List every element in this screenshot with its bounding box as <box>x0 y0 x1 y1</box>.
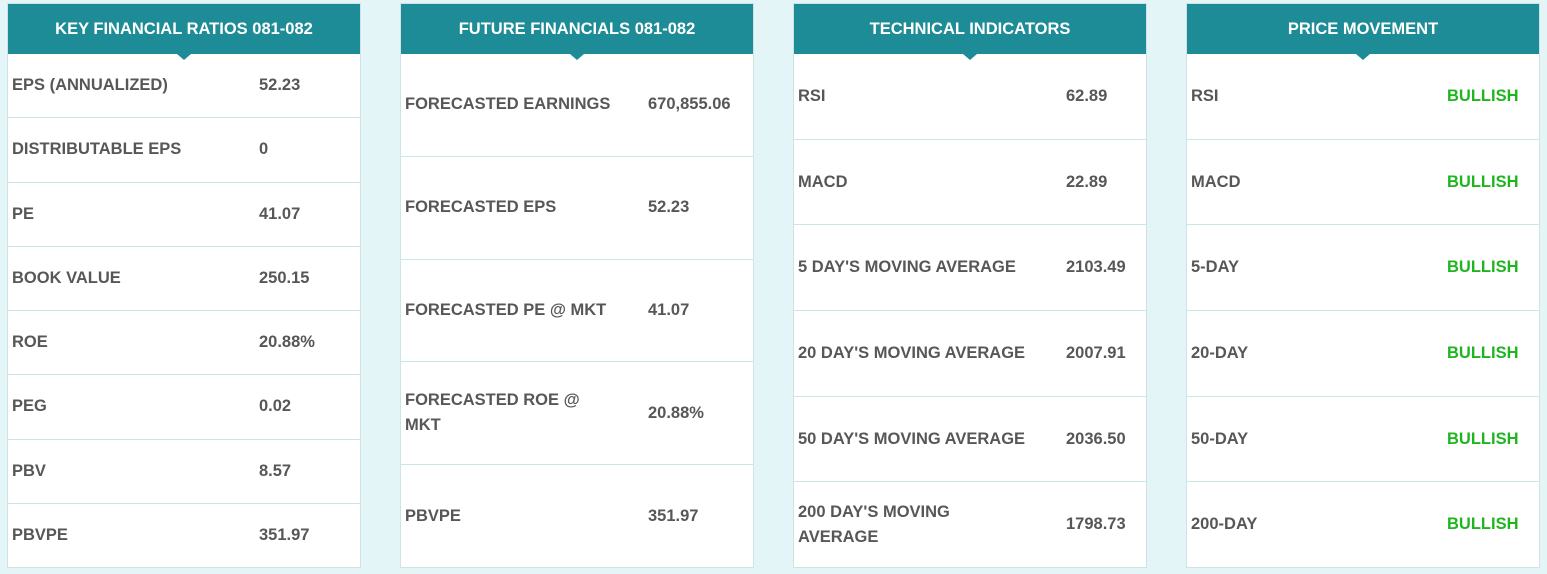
status-badge: BULLISH <box>1447 515 1519 534</box>
list-item: PEG 0.02 <box>8 374 360 438</box>
future-financials-panel: FUTURE FINANCIALS 081-082 FORECASTED EAR… <box>400 3 754 568</box>
row-label: BOOK VALUE <box>12 268 121 287</box>
row-label: 200 DAY'S MOVING AVERAGE <box>798 502 950 546</box>
list-item: FORECASTED EARNINGS 670,855.06 <box>401 54 753 156</box>
row-value: 0.02 <box>259 397 292 416</box>
list-item: 5-DAY BULLISH <box>1187 224 1539 310</box>
list-item: FORECASTED ROE @ MKT 20.88% <box>401 361 753 464</box>
row-value: 22.89 <box>1066 172 1108 191</box>
list-item: PBVPE 351.97 <box>8 502 360 567</box>
list-item: 5 DAY'S MOVING AVERAGE 2103.49 <box>794 224 1146 310</box>
technical-indicators-panel: TECHNICAL INDICATORS RSI 62.89 MACD 22.89 … <box>793 3 1147 568</box>
row-label: PE <box>12 204 35 223</box>
row-value: 1798.73 <box>1066 515 1126 534</box>
list-item: 20 DAY'S MOVING AVERAGE 2007.91 <box>794 310 1146 396</box>
row-label: 200-DAY <box>1191 515 1258 534</box>
row-value: 2007.91 <box>1066 343 1126 362</box>
row-label: MACD <box>798 172 848 191</box>
list-item: DISTRIBUTABLE EPS 0 <box>8 117 360 181</box>
list-item: ROE 20.88% <box>8 310 360 374</box>
row-label: 50-DAY <box>1191 429 1249 448</box>
list-item: 200-DAY BULLISH <box>1187 481 1539 567</box>
status-badge: BULLISH <box>1447 86 1519 105</box>
row-label: DISTRIBUTABLE EPS <box>12 140 182 159</box>
row-value: 41.07 <box>648 300 690 319</box>
row-label: MACD <box>1191 172 1241 191</box>
key-financial-ratios-header: KEY FINANCIAL RATIOS 081-082 <box>8 4 360 60</box>
row-label: RSI <box>1191 86 1219 105</box>
key-financial-ratios-list: EPS (ANNUALIZED) 52.23 DISTRIBUTABLE EPS 0… <box>8 54 360 567</box>
future-financials-list: FORECASTED EARNINGS 670,855.06 FORECASTED… <box>401 54 753 567</box>
technical-indicators-list: RSI 62.89 MACD 22.89 5 DAY'S MOVING AVERAG… <box>794 54 1146 567</box>
status-badge: BULLISH <box>1447 258 1519 277</box>
row-label: RSI <box>798 86 826 105</box>
row-value: 52.23 <box>259 76 301 95</box>
row-label: 50 DAY'S MOVING AVERAGE <box>798 429 1026 448</box>
list-item: BOOK VALUE 250.15 <box>8 245 360 310</box>
row-value: 0 <box>259 140 269 159</box>
price-movement-panel: PRICE MOVEMENT RSI BULLISH MACD BULLISH 5-… <box>1186 3 1540 568</box>
list-item: MACD 22.89 <box>794 138 1146 225</box>
list-item: EPS (ANNUALIZED) 52.23 <box>8 54 360 117</box>
row-label: PBVPE <box>12 525 68 544</box>
list-item: 50-DAY BULLISH <box>1187 395 1539 482</box>
row-value: 52.23 <box>648 198 690 217</box>
row-label: EPS (ANNUALIZED) <box>12 76 168 95</box>
row-label: PBVPE <box>405 506 461 525</box>
row-value: 20.88% <box>648 403 704 422</box>
list-item: PBV 8.57 <box>8 438 360 503</box>
future-financials-header: FUTURE FINANCIALS 081-082 <box>401 4 753 60</box>
status-badge: BULLISH <box>1447 343 1519 362</box>
row-value: 8.57 <box>259 461 292 480</box>
list-item: PE 41.07 <box>8 181 360 246</box>
list-item: PBVPE 351.97 <box>401 464 753 567</box>
list-item: MACD BULLISH <box>1187 138 1539 225</box>
status-badge: BULLISH <box>1447 429 1519 448</box>
row-label: 20 DAY'S MOVING AVERAGE <box>798 343 1026 362</box>
row-value: 351.97 <box>648 506 699 525</box>
row-label: FORECASTED PE @ MKT <box>405 300 607 319</box>
list-item: FORECASTED EPS 52.23 <box>401 155 753 259</box>
price-movement-list: RSI BULLISH MACD BULLISH 5-DAY BULLISH 20-D… <box>1187 54 1539 567</box>
row-label: 5 DAY'S MOVING AVERAGE <box>798 258 1016 277</box>
row-value: 670,855.06 <box>648 95 731 114</box>
row-label: 20-DAY <box>1191 343 1249 362</box>
row-label: FORECASTED EARNINGS <box>405 95 611 114</box>
row-value: 2103.49 <box>1066 258 1126 277</box>
row-value: 41.07 <box>259 204 301 223</box>
row-value: 351.97 <box>259 525 310 544</box>
price-movement-header: PRICE MOVEMENT <box>1187 4 1539 60</box>
key-financial-ratios-panel: KEY FINANCIAL RATIOS 081-082 EPS (ANNUAL… <box>7 3 361 568</box>
list-item: RSI BULLISH <box>1187 54 1539 139</box>
list-item: 50 DAY'S MOVING AVERAGE 2036.50 <box>794 395 1146 482</box>
technical-indicators-header: TECHNICAL INDICATORS <box>794 4 1146 60</box>
list-item: 20-DAY BULLISH <box>1187 310 1539 396</box>
row-label: ROE <box>12 333 48 352</box>
row-label: PEG <box>12 397 47 416</box>
row-value: 20.88% <box>259 333 315 352</box>
row-label: FORECASTED ROE @ MKT <box>405 391 580 435</box>
list-item: 200 DAY'S MOVING AVERAGE 1798.73 <box>794 481 1146 567</box>
row-value: 62.89 <box>1066 86 1108 105</box>
row-value: 250.15 <box>259 268 310 287</box>
list-item: RSI 62.89 <box>794 54 1146 139</box>
row-label: 5-DAY <box>1191 258 1239 277</box>
list-item: FORECASTED PE @ MKT 41.07 <box>401 258 753 362</box>
row-value: 2036.50 <box>1066 429 1126 448</box>
status-badge: BULLISH <box>1447 172 1519 191</box>
row-label: FORECASTED EPS <box>405 198 557 217</box>
row-label: PBV <box>12 461 46 480</box>
